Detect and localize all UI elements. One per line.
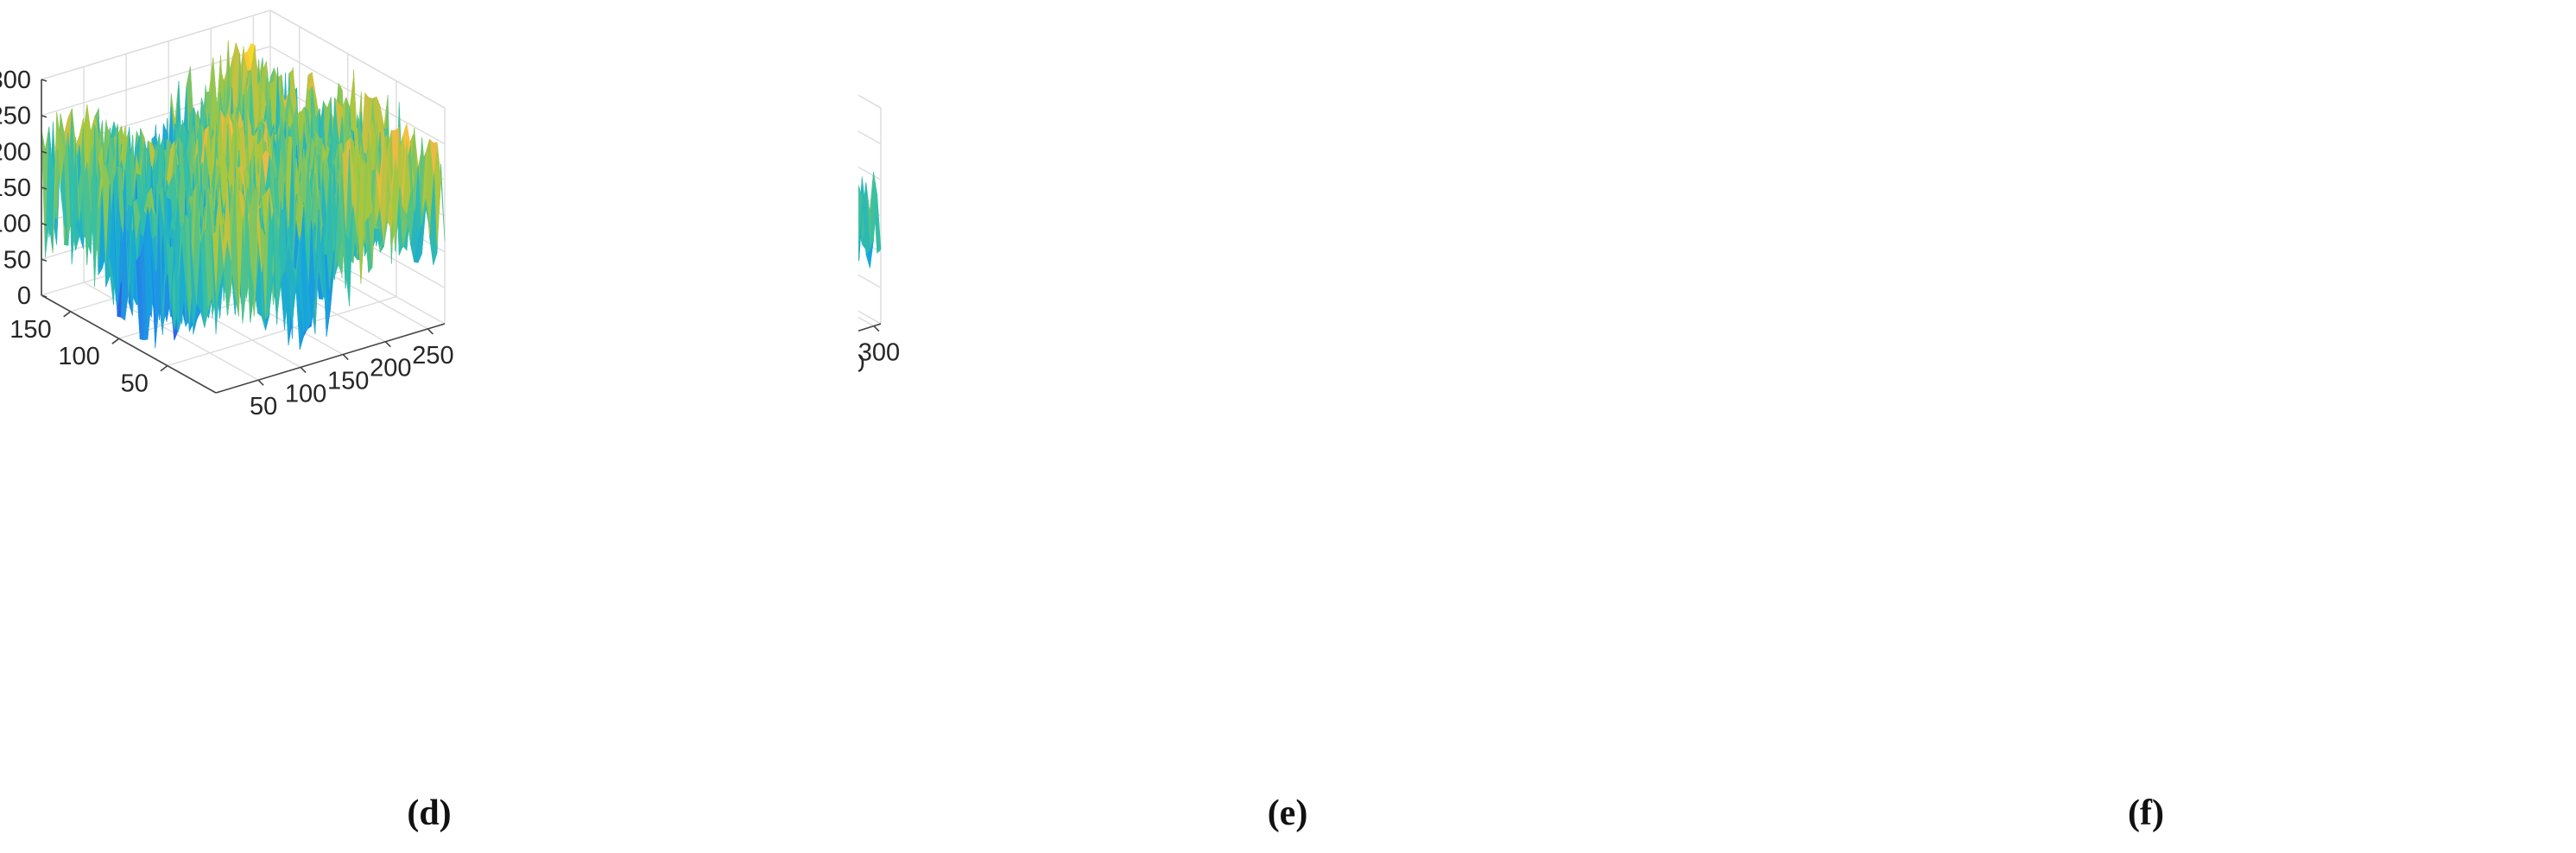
y-tick-mark — [160, 364, 168, 372]
box-edge — [269, 9, 446, 109]
z-tick-mark — [41, 258, 47, 262]
x-tick-label: 150 — [327, 368, 369, 395]
x-tick-mark — [384, 341, 391, 348]
grid-lines — [858, 94, 882, 327]
x-tick-label: 100 — [285, 380, 326, 408]
surface-chart-d: 0501001502002503005010015050100150200250 — [0, 9, 454, 420]
z-tick-mark — [41, 294, 47, 298]
y-tick-mark — [63, 311, 72, 318]
z-tick-mark — [41, 114, 47, 118]
z-tick-label: 300 — [0, 66, 31, 94]
x-tick-label: 200 — [370, 355, 411, 382]
z-tick-mark — [41, 186, 47, 190]
z-tick-mark — [41, 150, 47, 155]
caption-d: (d) — [407, 793, 452, 833]
y-tick-label: 100 — [58, 343, 99, 370]
z-tick-label: 250 — [0, 103, 31, 130]
tick-labels: 0501001502002503005010015050100150200250 — [0, 66, 454, 420]
z-tick-label: 200 — [0, 138, 31, 166]
y-tick-label: 150 — [9, 316, 51, 344]
box-edge — [858, 94, 882, 109]
surface-plot-e: 0501001502002503005010015020050100150200… — [858, 0, 1717, 853]
surface-chart-e: 0501001502002503005010015020050100150200… — [858, 94, 900, 378]
x-tick-label: 250 — [412, 342, 453, 370]
surface-plot-d: 0501001502002503005010015050100150200250… — [0, 0, 858, 853]
axes — [41, 79, 446, 394]
surface-facet — [212, 246, 220, 335]
box-edge — [41, 9, 271, 80]
z-tick-mark — [41, 222, 47, 226]
x-tick-mark — [342, 354, 349, 361]
x-tick-mark — [300, 366, 307, 373]
z-tick-mark — [41, 79, 47, 82]
x-tick-mark — [427, 328, 434, 335]
z-tick-label: 150 — [0, 174, 31, 202]
z-tick-label: 100 — [0, 211, 31, 238]
x-axis-line — [215, 323, 446, 394]
z-tick-label: 50 — [3, 246, 31, 274]
grid-line-z — [858, 94, 882, 109]
z-tick-label: 0 — [17, 282, 31, 310]
surface-mesh — [41, 41, 446, 350]
x-tick-mark — [257, 379, 264, 386]
y-tick-mark — [111, 338, 120, 344]
x-tick-label: 50 — [250, 393, 277, 420]
grid-line-y — [167, 295, 397, 367]
grid-line-z — [858, 130, 882, 145]
y-tick-label: 50 — [121, 370, 149, 398]
surface-mesh — [858, 172, 882, 269]
